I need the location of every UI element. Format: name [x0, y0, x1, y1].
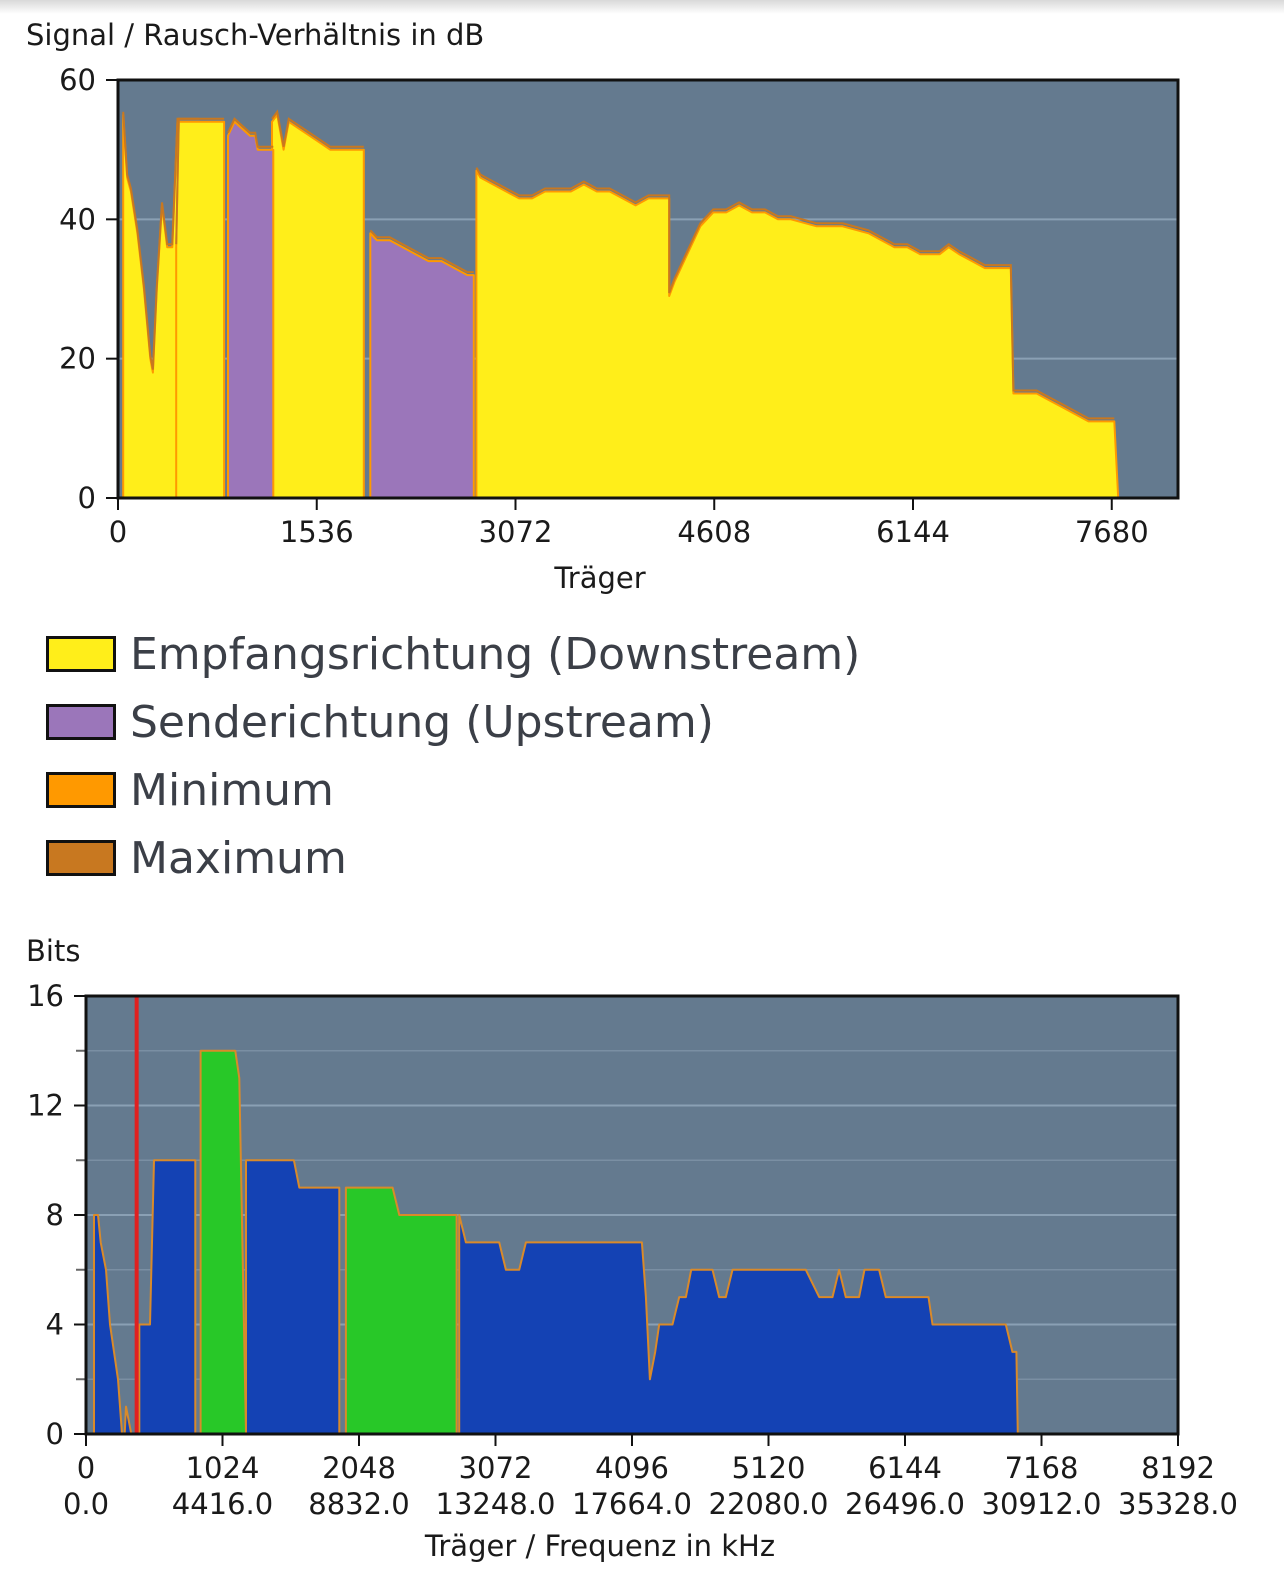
x-tick-label: 2048: [322, 1451, 396, 1485]
legend-item-minimum: Minimum: [46, 756, 860, 824]
x-axis-label: Träger: [553, 561, 645, 595]
x-tick-label-frequency: 4416.0: [172, 1487, 273, 1521]
series-maximum-line-1-0: [227, 117, 274, 148]
legend-swatch-minimum: [46, 772, 116, 808]
x-tick-label-frequency: 26496.0: [845, 1487, 965, 1521]
x-tick-label: 6144: [868, 1451, 942, 1485]
x-tick-label-frequency: 35328.0: [1118, 1487, 1238, 1521]
snr-chart: 0 20 40 60 0 1536 3072 4608 6144 7680 Träger: [59, 63, 1180, 595]
series-downstream-area-2: [271, 113, 365, 499]
x-tick-label: 6144: [876, 515, 950, 549]
series-upstream-area-1: [369, 232, 475, 499]
series-downstream-area-1: [138, 1159, 197, 1435]
series-downstream-area-3: [475, 169, 1120, 499]
series-upstream-area-0: [227, 120, 275, 499]
y-tick-label: 4: [46, 1308, 64, 1342]
series-maximum-line-0-2: [271, 109, 364, 148]
x-axis-label: Träger / Frequenz in kHz: [424, 1529, 775, 1563]
x-tick-label-frequency: 17664.0: [572, 1487, 692, 1521]
legend: Empfangsrichtung (Downstream) Sendericht…: [46, 620, 860, 892]
y-tick-label: 40: [59, 202, 96, 236]
y-tick-label: 20: [59, 342, 96, 376]
x-tick-label-frequency: 22080.0: [709, 1487, 829, 1521]
series-upstream-area-0: [199, 1049, 247, 1435]
top-shade: [0, 0, 1284, 14]
x-tick-label: 0: [77, 1451, 95, 1485]
series-upstream-area-1: [344, 1186, 458, 1435]
x-tick-label: 3072: [479, 515, 553, 549]
y-tick-label: 12: [27, 1089, 64, 1123]
x-tick-label-frequency: 13248.0: [436, 1487, 556, 1521]
x-tick-label: 7168: [1005, 1451, 1079, 1485]
legend-swatch-downstream: [46, 636, 116, 672]
plot-frame: [116, 78, 1180, 500]
y-tick-label: 60: [59, 63, 96, 97]
legend-item-upstream: Senderichtung (Upstream): [46, 688, 860, 756]
legend-swatch-maximum: [46, 840, 116, 876]
x-tick-label: 4096: [595, 1451, 669, 1485]
series-maximum-line-0-1: [175, 117, 225, 245]
y-tick-label: 0: [78, 481, 96, 515]
x-tick-label: 5120: [732, 1451, 806, 1485]
legend-label-upstream: Senderichtung (Upstream): [130, 696, 714, 748]
x-tick-label: 1024: [186, 1451, 260, 1485]
bits-chart-ylabel: Bits: [26, 934, 81, 968]
snr-chart-ylabel: Signal / Rausch-Verhältnis in dB: [26, 18, 485, 52]
bits-chart: 048121600.010244416.020488832.0307213248…: [27, 979, 1238, 1563]
legend-label-minimum: Minimum: [130, 764, 334, 816]
series-maximum-line-0-3: [475, 167, 1115, 420]
legend-item-downstream: Empfangsrichtung (Downstream): [46, 620, 860, 688]
legend-label-maximum: Maximum: [130, 832, 347, 884]
x-tick-label-frequency: 30912.0: [982, 1487, 1102, 1521]
x-tick-label: 0: [109, 515, 127, 549]
legend-label-downstream: Empfangsrichtung (Downstream): [130, 628, 861, 680]
y-tick-label: 8: [46, 1198, 64, 1232]
x-tick-label: 7680: [1075, 515, 1149, 549]
x-tick-label: 3072: [459, 1451, 533, 1485]
x-tick-label: 4608: [677, 515, 751, 549]
y-tick-label: 0: [46, 1417, 64, 1451]
x-tick-label: 8192: [1141, 1451, 1215, 1485]
series-downstream-area-1: [175, 120, 226, 499]
legend-swatch-upstream: [46, 704, 116, 740]
series-downstream-area-0: [93, 1214, 135, 1435]
legend-item-maximum: Maximum: [46, 824, 860, 892]
x-tick-label-frequency: 8832.0: [308, 1487, 409, 1521]
series-downstream-area-3: [458, 1214, 1019, 1435]
x-tick-label-frequency: 0.0: [63, 1487, 109, 1521]
series-downstream-area-2: [245, 1159, 341, 1435]
y-tick-label: 16: [27, 979, 64, 1013]
x-tick-label: 1536: [280, 515, 354, 549]
series-maximum-line-1-1: [369, 229, 474, 274]
